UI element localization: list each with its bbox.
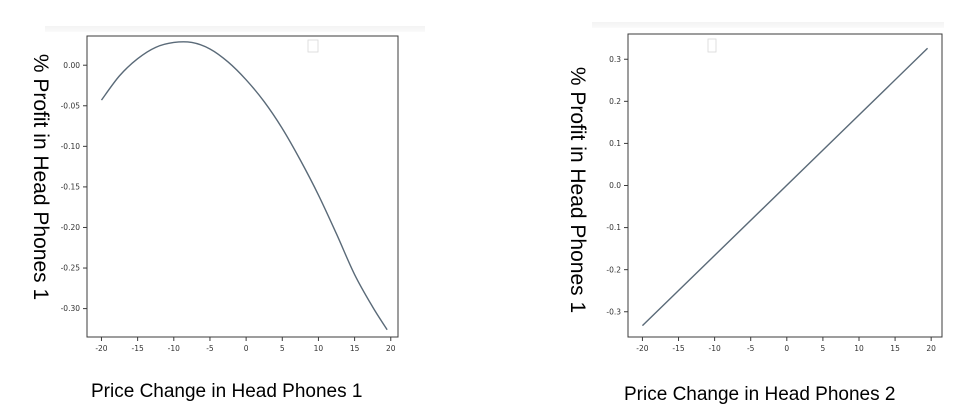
y-tick-label: -0.1 bbox=[606, 223, 621, 232]
x-tick-label: -20 bbox=[95, 344, 107, 353]
x-tick-label: -5 bbox=[206, 344, 214, 353]
x-tick-label: -15 bbox=[672, 344, 684, 353]
x-tick-label: 0 bbox=[784, 344, 789, 353]
x-tick-label: -20 bbox=[636, 344, 648, 353]
y-ticks-left: 0.00 -0.05 -0.10 -0.15 -0.20 -0.25 -0.30 bbox=[61, 61, 87, 313]
x-tick-label: -5 bbox=[747, 344, 755, 353]
chart-left: -20 -15 -10 -5 0 5 10 15 20 0.00 -0.05 -0.10 -0.15 -… bbox=[61, 35, 399, 353]
y-tick-label: -0.15 bbox=[61, 183, 81, 192]
y-tick-label: -0.3 bbox=[606, 307, 621, 316]
y-tick-label: -0.10 bbox=[61, 142, 81, 151]
y-tick-label: 0.1 bbox=[609, 139, 621, 148]
y-tick-label: 0.3 bbox=[609, 55, 621, 64]
x-tick-label: 10 bbox=[314, 344, 324, 353]
x-tick-label: -10 bbox=[168, 344, 180, 353]
x-tick-label: -10 bbox=[708, 344, 720, 353]
x-tick-label: 10 bbox=[854, 344, 864, 353]
x-tick-label: 5 bbox=[821, 344, 826, 353]
y-ticks-right: 0.3 0.2 0.1 0.0 -0.1 -0.2 -0.3 bbox=[606, 55, 628, 316]
y-tick-label: 0.2 bbox=[609, 97, 621, 106]
x-tick-label: 15 bbox=[350, 344, 360, 353]
x-ticks-left: -20 -15 -10 -5 0 5 10 15 20 bbox=[95, 337, 396, 353]
chart-right: -20 -15 -10 -5 0 5 10 15 20 0.3 0.2 0.1 0.0 -0.1 -0.2… bbox=[606, 33, 943, 353]
y-tick-label: -0.05 bbox=[61, 101, 81, 110]
plot-frame-left bbox=[86, 35, 399, 338]
x-tick-label: 0 bbox=[244, 344, 249, 353]
y-tick-label: -0.30 bbox=[61, 304, 81, 313]
x-tick-label: 5 bbox=[280, 344, 285, 353]
y-tick-label: -0.2 bbox=[606, 265, 621, 274]
x-tick-label: 20 bbox=[926, 344, 936, 353]
x-caption-right: Price Change in Head Phones 2 bbox=[624, 384, 896, 405]
y-tick-label: 0.0 bbox=[609, 181, 621, 190]
x-tick-label: 20 bbox=[386, 344, 396, 353]
y-tick-label: -0.20 bbox=[61, 223, 81, 232]
x-tick-label: 15 bbox=[890, 344, 900, 353]
x-tick-label: -15 bbox=[132, 344, 144, 353]
x-caption-left: Price Change in Head Phones 1 bbox=[91, 381, 363, 402]
legend-box-left bbox=[307, 39, 319, 53]
legend-box-right bbox=[707, 38, 717, 53]
top-strip-right bbox=[592, 22, 944, 28]
y-tick-label: -0.25 bbox=[61, 264, 81, 273]
top-strip-left bbox=[45, 26, 425, 32]
x-ticks-right: -20 -15 -10 -5 0 5 10 15 20 bbox=[636, 337, 936, 353]
y-tick-label: 0.00 bbox=[63, 61, 80, 70]
series-line-left bbox=[100, 41, 388, 331]
series-line-right bbox=[641, 47, 929, 327]
